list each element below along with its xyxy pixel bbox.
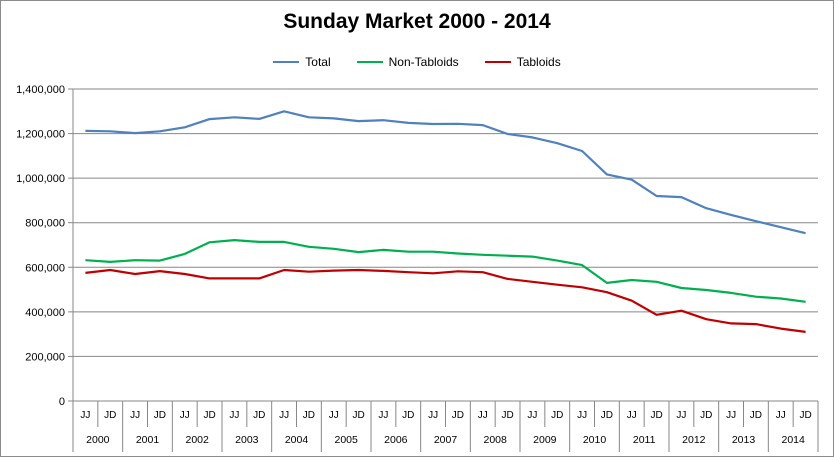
x-tick-label: JJ [776,410,786,421]
x-tick-label: JJ [229,410,239,421]
y-tick-label: 1,000,000 [16,173,65,185]
year-label: 2013 [732,434,756,446]
x-tick-label: JJ [527,410,537,421]
x-tick-label: JJ [428,410,438,421]
x-tick-label: JJ [130,410,140,421]
chart-title: Sunday Market 2000 - 2014 [283,10,551,33]
year-label: 2008 [483,434,507,446]
year-label: 2003 [235,434,259,446]
x-tick-label: JD [402,410,414,421]
series-line-total [85,110,806,235]
x-tick-label: JD [700,410,712,421]
x-tick-label: JD [303,410,315,421]
legend: Total Non-Tabloids Tabloids [0,55,834,69]
x-tick-label: JJ [726,410,736,421]
x-tick-label: JJ [478,410,488,421]
year-label: 2004 [285,434,309,446]
x-tick-label: JJ [180,410,190,421]
x-tick-label: JD [551,410,563,421]
x-tick-label: JJ [279,410,289,421]
y-tick-label: 0 [59,396,65,408]
x-tick-label: JJ [627,410,637,421]
x-tick-label: JD [501,410,513,421]
series-line-tabloids [85,268,806,333]
x-tick-label: JD [352,410,364,421]
year-label: 2000 [86,434,110,446]
x-tick-label: JD [601,410,613,421]
legend-item: Non-Tabloids [356,55,459,69]
legend-swatch [356,61,383,63]
legend-item: Total [273,55,331,69]
x-tick-label: JD [104,410,116,421]
x-tick-label: JJ [676,410,686,421]
y-tick-label: 800,000 [25,218,65,230]
x-tick-label: JD [750,410,762,421]
x-tick-label: JD [650,410,662,421]
year-label: 2006 [384,434,408,446]
year-label: 2002 [185,434,209,446]
year-label: 2009 [533,434,557,446]
y-tick-label: 400,000 [25,307,65,319]
year-label: 2012 [682,434,706,446]
legend-label: Non-Tabloids [388,55,459,69]
y-tick-label: 1,400,000 [16,84,65,96]
y-tick-label: 200,000 [25,351,65,363]
legend-label: Tabloids [516,55,561,69]
legend-swatch [273,61,300,63]
year-label: 2010 [583,434,607,446]
legend-label: Total [305,55,331,69]
x-tick-label: JJ [329,410,339,421]
x-tick-label: JD [452,410,464,421]
year-label: 2007 [434,434,458,446]
x-tick-label: JJ [577,410,587,421]
x-tick-label: JD [253,410,265,421]
year-label: 2011 [633,434,656,446]
x-tick-label: JD [154,410,166,421]
legend-swatch [484,61,511,63]
year-label: 2014 [781,434,805,446]
x-tick-label: JD [203,410,215,421]
x-tick-label: JJ [378,410,388,421]
legend-item: Tabloids [484,55,561,69]
year-label: 2001 [136,434,160,446]
series-line-non-tabloids [85,239,806,303]
x-tick-label: JD [799,410,811,421]
y-tick-label: 1,200,000 [16,129,65,141]
x-tick-label: JJ [80,410,90,421]
year-label: 2005 [334,434,358,446]
y-tick-label: 600,000 [25,262,65,274]
